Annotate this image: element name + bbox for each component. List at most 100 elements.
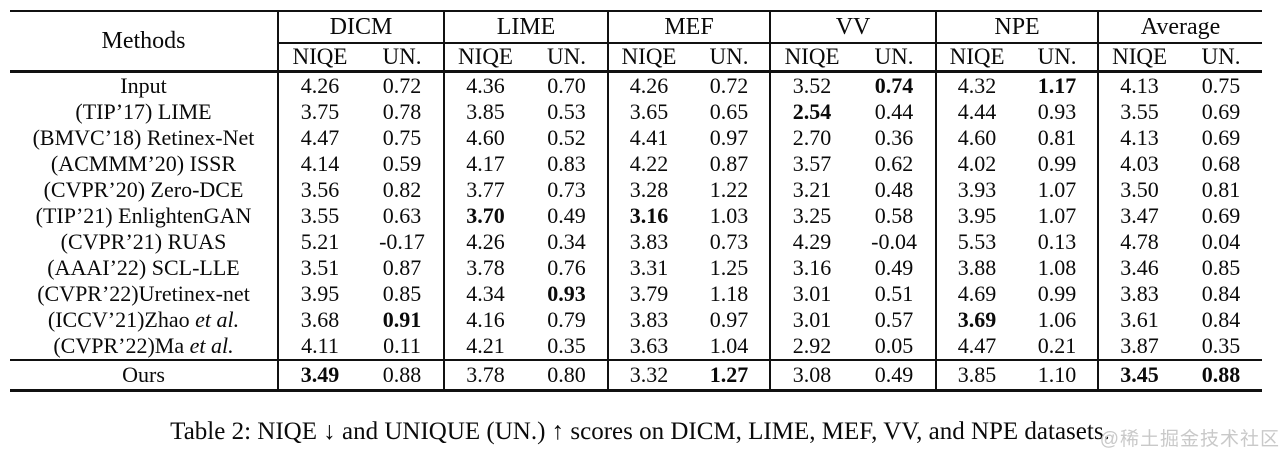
score-cell: 3.57 <box>769 151 854 177</box>
method-cell: (TIP’21) EnlightenGAN <box>35 203 252 228</box>
score-cell: 0.62 <box>874 151 914 176</box>
score-cell: 4.60 <box>935 125 1018 151</box>
score-cell: 3.68 <box>277 307 361 333</box>
score-cell: 3.55 <box>277 203 361 229</box>
subheader-un: UN. <box>1201 44 1241 69</box>
method-etal: et al. <box>195 307 240 332</box>
score-cell: 0.05 <box>874 333 914 358</box>
method-cell: (CVPR’20) Zero-DCE <box>43 177 244 202</box>
score-cell: 0.53 <box>547 99 586 124</box>
score-cell: 0.84 <box>1201 307 1241 332</box>
score-cell: 4.34 <box>443 281 527 307</box>
score-cell: 3.28 <box>607 177 690 203</box>
score-cell: 4.26 <box>607 71 690 99</box>
col-group-lime: LIME <box>443 11 609 44</box>
score-cell: 4.26 <box>277 71 361 99</box>
score-cell: 3.61 <box>1097 307 1181 333</box>
score-cell: 0.87 <box>709 151 749 176</box>
table-row: (BMVC’18) Retinex-Net 4.47 0.75 4.60 0.52 4.4… <box>10 125 1262 151</box>
table-caption: Table 2: NIQE ↓ and UNIQUE (UN.) ↑ score… <box>170 418 1110 445</box>
score-cell: 0.83 <box>547 151 586 176</box>
score-cell: 4.41 <box>607 125 690 151</box>
score-cell: 5.21 <box>277 229 361 255</box>
score-cell: 0.35 <box>547 333 586 358</box>
score-cell: 4.21 <box>443 333 527 360</box>
score-cell: 3.83 <box>607 307 690 333</box>
score-cell: 0.72 <box>709 73 749 98</box>
results-table: Methods DICM LIME MEF VV NPE Average NIQE UN. NIQ… <box>10 10 1263 392</box>
score-cell: 4.60 <box>443 125 527 151</box>
score-cell: 0.99 <box>1037 151 1077 176</box>
score-cell: 0.82 <box>382 177 422 202</box>
score-cell: 4.03 <box>1097 151 1181 177</box>
score-cell: 2.92 <box>769 333 854 360</box>
score-cell: 3.45 <box>1097 360 1181 391</box>
score-cell: 0.74 <box>874 73 914 98</box>
subheader-niqe: NIQE <box>277 43 361 72</box>
score-cell: 3.50 <box>1097 177 1181 203</box>
score-cell: 0.68 <box>1201 151 1241 176</box>
score-cell: -0.04 <box>871 229 917 254</box>
col-group-vv: VV <box>769 11 937 44</box>
score-cell: 1.27 <box>709 362 749 387</box>
score-cell: 0.81 <box>1037 125 1077 150</box>
score-cell: 4.47 <box>277 125 361 151</box>
score-cell: 0.88 <box>1201 362 1241 387</box>
watermark-text: @稀土掘金技术社区 <box>1099 429 1280 450</box>
score-cell: 0.72 <box>382 73 422 98</box>
score-cell: 0.87 <box>382 255 422 280</box>
score-cell: 1.22 <box>709 177 749 202</box>
score-cell: 0.76 <box>547 255 586 280</box>
score-cell: 0.84 <box>1201 281 1241 306</box>
score-cell: 4.69 <box>935 281 1018 307</box>
score-cell: 3.56 <box>277 177 361 203</box>
score-cell: 0.34 <box>547 229 586 254</box>
method-cell: (ICCV’21)Zhao et al. <box>47 307 240 332</box>
score-cell: 4.78 <box>1097 229 1181 255</box>
score-cell: 3.87 <box>1097 333 1181 360</box>
score-cell: 3.65 <box>607 99 690 125</box>
score-cell: 0.88 <box>382 362 422 387</box>
score-cell: 3.77 <box>443 177 527 203</box>
score-cell: 3.16 <box>607 203 690 229</box>
score-cell: 0.75 <box>382 125 422 150</box>
score-cell: 4.44 <box>935 99 1018 125</box>
score-cell: 4.22 <box>607 151 690 177</box>
score-cell: 3.49 <box>277 360 361 391</box>
table-row: (ACMMM’20) ISSR 4.14 0.59 4.17 0.83 4.22 0.87 3… <box>10 151 1262 177</box>
subheader-niqe: NIQE <box>607 43 690 72</box>
method-cell: Ours <box>122 362 165 387</box>
score-cell: 3.25 <box>769 203 854 229</box>
results-table-container: Methods DICM LIME MEF VV NPE Average NIQE UN. NIQ… <box>10 10 1263 392</box>
table-row: (CVPR’22)Ma et al. 4.11 0.11 4.21 0.35 3.63 1.… <box>10 333 1262 360</box>
score-cell: 0.65 <box>709 99 749 124</box>
score-cell: 0.44 <box>874 99 914 124</box>
score-cell: 3.16 <box>769 255 854 281</box>
table-row: (CVPR’22)Uretinex-net 3.95 0.85 4.34 0.93 3.7… <box>10 281 1262 307</box>
score-cell: 0.69 <box>1201 99 1241 124</box>
subheader-un: UN. <box>1037 44 1077 69</box>
score-cell: 4.26 <box>443 229 527 255</box>
subheader-niqe: NIQE <box>443 43 527 72</box>
score-cell: 3.88 <box>935 255 1018 281</box>
methods-column-header: Methods <box>10 11 278 73</box>
score-cell: 0.97 <box>709 307 749 332</box>
score-cell: 5.53 <box>935 229 1018 255</box>
score-cell: 3.83 <box>1097 281 1181 307</box>
score-cell: 4.13 <box>1097 71 1181 99</box>
score-cell: 0.73 <box>547 177 586 202</box>
score-cell: 3.52 <box>769 71 854 99</box>
score-cell: 3.85 <box>443 99 527 125</box>
score-cell: 4.32 <box>935 71 1018 99</box>
score-cell: 4.36 <box>443 71 527 99</box>
score-cell: 0.78 <box>382 99 422 124</box>
score-cell: 3.70 <box>443 203 527 229</box>
score-cell: 3.31 <box>607 255 690 281</box>
method-cell: (CVPR’22)Ma et al. <box>53 333 234 358</box>
subheader-niqe: NIQE <box>935 43 1018 72</box>
score-cell: 1.10 <box>1037 362 1077 387</box>
col-group-dicm: DICM <box>276 11 445 44</box>
method-cell: (CVPR’22)Uretinex-net <box>37 281 250 306</box>
table-row: (AAAI’22) SCL-LLE 3.51 0.87 3.78 0.76 3.31 1.2… <box>10 255 1262 281</box>
subheader-un: UN. <box>874 44 914 69</box>
